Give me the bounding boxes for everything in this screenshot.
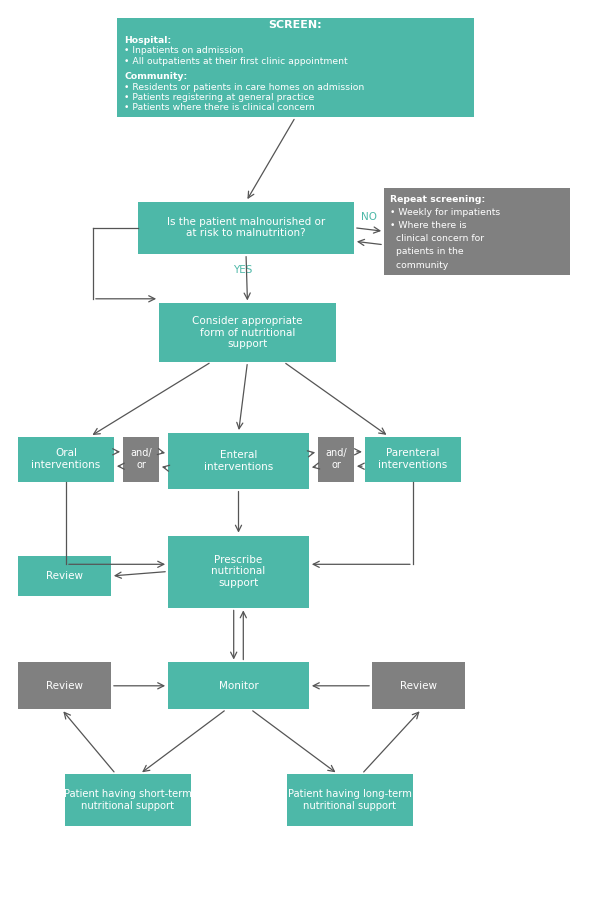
Text: SCREEN:: SCREEN: [269,20,322,31]
FancyBboxPatch shape [168,433,309,489]
Text: • Weekly for impatients: • Weekly for impatients [390,209,500,218]
Text: Community:: Community: [124,72,187,81]
Text: Prescribe
nutritional
support: Prescribe nutritional support [211,555,266,588]
Text: and/
or: and/ or [325,448,347,470]
FancyBboxPatch shape [159,303,336,362]
Text: community: community [390,260,448,269]
FancyBboxPatch shape [287,774,413,826]
Text: Parenteral
interventions: Parenteral interventions [378,448,448,470]
FancyBboxPatch shape [318,436,354,482]
Text: YES: YES [233,265,253,274]
FancyBboxPatch shape [168,536,309,608]
Text: patients in the: patients in the [390,248,464,256]
Text: Patient having short-term
nutritional support: Patient having short-term nutritional su… [64,789,192,811]
Text: Repeat screening:: Repeat screening: [390,195,485,204]
Text: • Residents or patients in care homes on admission: • Residents or patients in care homes on… [124,83,364,92]
FancyBboxPatch shape [365,436,461,482]
FancyBboxPatch shape [18,556,111,596]
FancyBboxPatch shape [138,202,354,254]
Text: Review: Review [46,680,83,691]
Text: • Patients where there is clinical concern: • Patients where there is clinical conce… [124,104,315,112]
FancyBboxPatch shape [18,662,111,709]
FancyBboxPatch shape [117,18,474,117]
Text: clinical concern for: clinical concern for [390,234,484,243]
Text: Patient having long-term
nutritional support: Patient having long-term nutritional sup… [288,789,412,811]
Text: Oral
interventions: Oral interventions [31,448,101,470]
FancyBboxPatch shape [384,188,570,274]
Text: NO: NO [361,212,377,222]
FancyBboxPatch shape [168,662,309,709]
Text: Monitor: Monitor [218,680,259,691]
Text: Review: Review [400,680,437,691]
Text: • All outpatients at their first clinic appointment: • All outpatients at their first clinic … [124,57,348,66]
FancyBboxPatch shape [123,436,159,482]
Text: Consider appropriate
form of nutritional
support: Consider appropriate form of nutritional… [192,316,303,349]
Text: Hospital:: Hospital: [124,36,172,45]
FancyBboxPatch shape [65,774,191,826]
Text: Is the patient malnourished or
at risk to malnutrition?: Is the patient malnourished or at risk t… [167,217,325,239]
Text: Review: Review [46,571,83,581]
Text: • Inpatients on admission: • Inpatients on admission [124,46,244,56]
Text: • Where there is: • Where there is [390,221,467,230]
FancyBboxPatch shape [372,662,465,709]
FancyBboxPatch shape [18,436,114,482]
Text: and/
or: and/ or [130,448,152,470]
Text: Enteral
interventions: Enteral interventions [204,450,273,472]
Text: • Patients registering at general practice: • Patients registering at general practi… [124,93,314,102]
